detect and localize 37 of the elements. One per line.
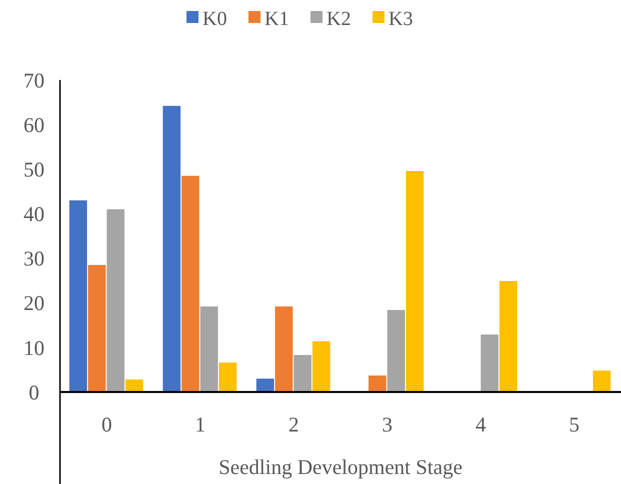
- bar: [106, 209, 124, 392]
- x-tick-label: 4: [476, 412, 486, 436]
- y-tick-label: 70: [24, 68, 44, 92]
- bar: [387, 310, 405, 392]
- bar: [256, 378, 274, 392]
- y-tick-label: 0: [28, 380, 40, 404]
- x-axis-title: Seedling Development Stage: [218, 455, 462, 479]
- bar: [592, 370, 611, 392]
- x-tick-label: 1: [195, 412, 206, 436]
- y-tick-label: 30: [24, 246, 44, 271]
- bar: [182, 176, 200, 392]
- bar: [480, 334, 498, 392]
- legend-label: K0: [202, 8, 227, 30]
- bar: [88, 264, 106, 392]
- bar: [294, 355, 312, 392]
- x-tick-label: 5: [569, 412, 580, 436]
- x-tick-label: 3: [382, 412, 392, 436]
- bar: [125, 380, 144, 392]
- bar: [368, 376, 386, 392]
- y-tick-label: 60: [24, 112, 44, 137]
- y-tick-label: 40: [24, 202, 44, 226]
- bar: [218, 362, 237, 392]
- legend-label: K1: [264, 8, 289, 30]
- bar: [200, 306, 218, 392]
- bar: [406, 170, 424, 392]
- y-tick-label: 50: [24, 157, 44, 182]
- bar: [69, 200, 88, 392]
- x-tick-label: 2: [288, 412, 299, 436]
- legend-label: K2: [326, 8, 351, 30]
- bar: [499, 281, 518, 392]
- bar: [275, 306, 293, 392]
- bar: [162, 106, 181, 392]
- legend-label: K3: [388, 8, 413, 30]
- y-tick-label: 20: [24, 291, 44, 316]
- x-tick-label: 0: [102, 412, 112, 436]
- y-tick-label: 10: [24, 336, 44, 360]
- bar: [312, 341, 330, 392]
